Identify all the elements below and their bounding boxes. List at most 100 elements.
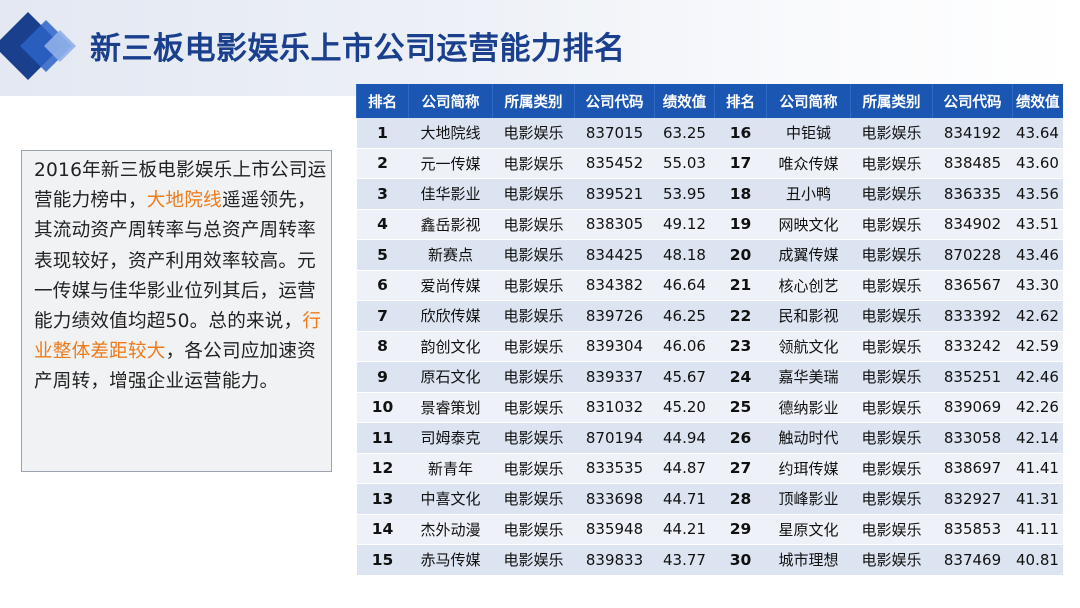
- rank-cell: 29: [714, 514, 767, 545]
- rank-cell: 12: [356, 453, 409, 484]
- company-code-cell: 837469: [932, 544, 1013, 576]
- score-cell: 43.60: [1012, 148, 1063, 179]
- category-cell: 电影娱乐: [850, 361, 933, 393]
- column-header: 所属类别: [850, 84, 933, 118]
- table-row: 4 鑫岳影视 电影娱乐 838305 49.12 19 网映文化 电影娱乐 834902 43.5…: [356, 209, 1063, 240]
- score-cell: 42.62: [1012, 300, 1063, 332]
- category-cell: 电影娱乐: [492, 300, 575, 332]
- score-cell: 49.12: [654, 209, 715, 240]
- rank-cell: 19: [714, 209, 767, 240]
- rank-cell: 8: [356, 331, 409, 362]
- company-name-cell: 大地院线: [408, 118, 493, 149]
- company-code-cell: 833242: [932, 331, 1013, 362]
- category-cell: 电影娱乐: [492, 514, 575, 545]
- score-cell: 43.77: [654, 544, 715, 576]
- category-cell: 电影娱乐: [850, 270, 933, 301]
- company-name-cell: 鑫岳影视: [408, 209, 493, 240]
- company-code-cell: 832927: [932, 483, 1013, 515]
- table-row: 10 景睿策划 电影娱乐 831032 45.20 25 德纳影业 电影娱乐 839069 42.…: [356, 392, 1063, 423]
- rank-cell: 30: [714, 544, 767, 576]
- rank-cell: 20: [714, 239, 767, 271]
- score-cell: 42.26: [1012, 392, 1063, 423]
- rank-cell: 4: [356, 209, 409, 240]
- summary-box: 2016年新三板电影娱乐上市公司运营能力榜中，大地院线遥遥领先，其流动资产周转率…: [21, 150, 332, 472]
- score-cell: 45.67: [654, 361, 715, 393]
- company-name-cell: 韵创文化: [408, 331, 493, 362]
- summary-text: ，各公司应加速资产周转，增强企业运营能力。: [34, 341, 316, 393]
- column-header: 公司代码: [574, 84, 655, 118]
- company-code-cell: 834382: [574, 270, 655, 301]
- company-code-cell: 835853: [932, 514, 1013, 545]
- table-row: 1 大地院线 电影娱乐 837015 63.25 16 中钜铖 电影娱乐 834192 43.64: [356, 118, 1063, 149]
- score-cell: 44.71: [654, 483, 715, 515]
- category-cell: 电影娱乐: [850, 300, 933, 332]
- score-cell: 41.31: [1012, 483, 1063, 515]
- category-cell: 电影娱乐: [492, 239, 575, 271]
- rank-cell: 23: [714, 331, 767, 362]
- score-cell: 42.59: [1012, 331, 1063, 362]
- rank-cell: 17: [714, 148, 767, 179]
- table-row: 2 元一传媒 电影娱乐 835452 55.03 17 唯众传媒 电影娱乐 838485 43.6…: [356, 148, 1063, 179]
- category-cell: 电影娱乐: [492, 209, 575, 240]
- company-code-cell: 835452: [574, 148, 655, 179]
- company-name-cell: 丑小鸭: [766, 178, 851, 210]
- column-header: 排名: [714, 84, 767, 118]
- company-name-cell: 核心创艺: [766, 270, 851, 301]
- category-cell: 电影娱乐: [850, 483, 933, 515]
- column-header: 排名: [356, 84, 409, 118]
- company-code-cell: 835948: [574, 514, 655, 545]
- company-name-cell: 中喜文化: [408, 483, 493, 515]
- company-name-cell: 城市理想: [766, 544, 851, 576]
- company-name-cell: 欣欣传媒: [408, 300, 493, 332]
- column-header: 公司代码: [932, 84, 1013, 118]
- summary-highlight-gap: 行业整体差距较大: [34, 311, 322, 363]
- company-name-cell: 司姆泰克: [408, 422, 493, 454]
- company-code-cell: 834192: [932, 118, 1013, 149]
- company-name-cell: 中钜铖: [766, 118, 851, 149]
- category-cell: 电影娱乐: [492, 270, 575, 301]
- diamond-logo-icon: [0, 12, 76, 80]
- rank-cell: 24: [714, 361, 767, 393]
- rank-cell: 6: [356, 270, 409, 301]
- rank-cell: 1: [356, 118, 409, 149]
- category-cell: 电影娱乐: [850, 392, 933, 423]
- column-header: 绩效值: [654, 84, 715, 118]
- score-cell: 53.95: [654, 178, 715, 210]
- category-cell: 电影娱乐: [492, 118, 575, 149]
- score-cell: 43.46: [1012, 239, 1063, 271]
- category-cell: 电影娱乐: [492, 453, 575, 484]
- table-row: 7 欣欣传媒 电影娱乐 839726 46.25 22 民和影视 电影娱乐 833392 42.6…: [356, 300, 1063, 332]
- table-row: 5 新赛点 电影娱乐 834425 48.18 20 成翼传媒 电影娱乐 870228 43.46: [356, 239, 1063, 271]
- rank-cell: 22: [714, 300, 767, 332]
- score-cell: 40.81: [1012, 544, 1063, 576]
- summary-text: 2016年新三板电影娱乐上市公司运营能力榜中，: [34, 160, 327, 212]
- rank-cell: 13: [356, 483, 409, 515]
- rank-cell: 11: [356, 422, 409, 454]
- summary-paragraph: 2016年新三板电影娱乐上市公司运营能力榜中，大地院线遥遥领先，其流动资产周转率…: [34, 156, 331, 398]
- rank-cell: 14: [356, 514, 409, 545]
- category-cell: 电影娱乐: [850, 148, 933, 179]
- company-code-cell: 839304: [574, 331, 655, 362]
- score-cell: 41.11: [1012, 514, 1063, 545]
- company-code-cell: 839337: [574, 361, 655, 393]
- rank-cell: 3: [356, 178, 409, 210]
- score-cell: 44.87: [654, 453, 715, 484]
- company-code-cell: 839833: [574, 544, 655, 576]
- category-cell: 电影娱乐: [492, 148, 575, 179]
- company-code-cell: 838305: [574, 209, 655, 240]
- category-cell: 电影娱乐: [492, 544, 575, 576]
- company-name-cell: 赤马传媒: [408, 544, 493, 576]
- company-name-cell: 元一传媒: [408, 148, 493, 179]
- score-cell: 46.64: [654, 270, 715, 301]
- company-code-cell: 870228: [932, 239, 1013, 271]
- company-code-cell: 833698: [574, 483, 655, 515]
- table-row: 3 佳华影业 电影娱乐 839521 53.95 18 丑小鸭 电影娱乐 836335 43.56: [356, 178, 1063, 210]
- column-header: 绩效值: [1012, 84, 1063, 118]
- company-code-cell: 833535: [574, 453, 655, 484]
- company-code-cell: 837015: [574, 118, 655, 149]
- score-cell: 63.25: [654, 118, 715, 149]
- company-code-cell: 836567: [932, 270, 1013, 301]
- category-cell: 电影娱乐: [850, 178, 933, 210]
- company-name-cell: 约珥传媒: [766, 453, 851, 484]
